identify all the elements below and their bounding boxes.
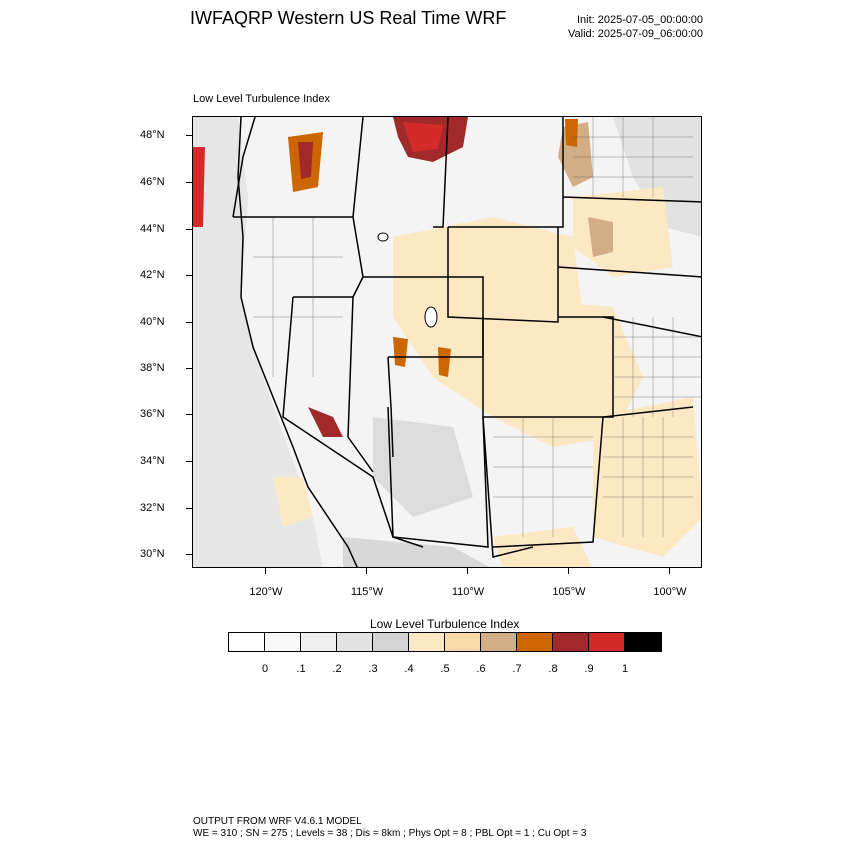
tan-zone-border: [493, 527, 593, 567]
colorbar-swatch: [589, 633, 625, 651]
lon-tick: [669, 568, 670, 574]
colorbar-label: .3: [368, 663, 378, 675]
lat-label-44: 44°N: [140, 223, 165, 235]
lon-label-115: 115°W: [350, 586, 384, 598]
orange-streak-colorado: [438, 347, 451, 377]
valid-time: Valid: 2025-07-09_06:00:00: [568, 28, 703, 40]
orange-zone-sd: [588, 217, 613, 257]
plot-title: Low Level Turbulence Index: [193, 93, 330, 105]
lon-tick: [366, 568, 367, 574]
map-graphic: [193, 117, 701, 567]
lon-label-100: 100°W: [653, 586, 687, 598]
great-salt-lake: [424, 306, 438, 328]
colorbar-swatch: [553, 633, 589, 651]
colorbar-swatch: [409, 633, 445, 651]
colorbar-label: 1: [621, 663, 629, 675]
map-panel: [192, 116, 702, 568]
tan-zone-rockies: [493, 297, 643, 447]
red-streak-idaho: [298, 142, 313, 179]
lat-tick: [186, 229, 192, 230]
footer-config: WE = 310 ; SN = 275 ; Levels = 38 ; Dis …: [193, 828, 587, 839]
lon-tick: [467, 568, 468, 574]
lat-tick: [186, 554, 192, 555]
lat-tick: [186, 461, 192, 462]
lat-label-36: 36°N: [140, 408, 165, 420]
tan-zone-socal: [273, 477, 313, 527]
colorbar-swatch: [229, 633, 265, 651]
colorbar-label: .4: [404, 663, 414, 675]
colorbar-swatch: [373, 633, 409, 651]
desert-shade-south: [343, 537, 490, 567]
lat-label-42: 42°N: [140, 269, 165, 281]
red-edge-coast: [193, 147, 205, 227]
desert-shade-mid: [373, 417, 473, 517]
red-streak-sierra: [308, 407, 343, 437]
colorbar-swatch: [337, 633, 373, 651]
lat-tick: [186, 275, 192, 276]
colorbar-swatch: [481, 633, 517, 651]
colorbar: [228, 632, 662, 652]
colorbar-swatch: [301, 633, 337, 651]
colorbar-label: .6: [476, 663, 486, 675]
red-core-montana: [403, 122, 443, 152]
lat-label-38: 38°N: [140, 362, 165, 374]
coastline: [237, 117, 358, 567]
lat-tick: [186, 182, 192, 183]
orange-streak-utah: [393, 337, 408, 367]
lat-label-46: 46°N: [140, 176, 165, 188]
ocean-shade: [193, 117, 323, 567]
colorbar-label: .8: [548, 663, 558, 675]
lon-label-110: 110°W: [451, 586, 485, 598]
lat-label-30: 30°N: [140, 548, 165, 560]
init-time: Init: 2025-07-05_00:00:00: [577, 14, 703, 26]
county-borders: [253, 117, 701, 537]
colorbar-label: .5: [440, 663, 450, 675]
lon-label-105: 105°W: [552, 586, 586, 598]
lat-label-40: 40°N: [140, 316, 165, 328]
lat-tick: [186, 135, 192, 136]
colorbar-label: .1: [296, 663, 306, 675]
lat-tick: [186, 368, 192, 369]
lat-tick: [186, 322, 192, 323]
footer-model: OUTPUT FROM WRF V4.6.1 MODEL: [193, 816, 362, 827]
lat-label-32: 32°N: [140, 502, 165, 514]
colorbar-label: .9: [584, 663, 594, 675]
lat-tick: [186, 508, 192, 509]
lon-tick: [568, 568, 569, 574]
colorbar-swatch: [265, 633, 301, 651]
lon-tick: [265, 568, 266, 574]
main-title: IWFAQRP Western US Real Time WRF: [190, 8, 507, 28]
colorbar-title: Low Level Turbulence Index: [370, 617, 520, 631]
state-borders: [232, 117, 701, 558]
colorbar-swatch: [445, 633, 481, 651]
lon-label-120: 120°W: [249, 586, 283, 598]
colorbar-label: .7: [512, 663, 522, 675]
lake-small: [377, 232, 389, 242]
colorbar-swatch: [625, 633, 661, 651]
colorbar-swatch: [517, 633, 553, 651]
lat-label-48: 48°N: [140, 129, 165, 141]
orange-cell-nd: [565, 119, 578, 147]
colorbar-label: .2: [332, 663, 342, 675]
lat-tick: [186, 414, 192, 415]
lat-label-34: 34°N: [140, 455, 165, 467]
colorbar-label: 0: [261, 663, 269, 675]
